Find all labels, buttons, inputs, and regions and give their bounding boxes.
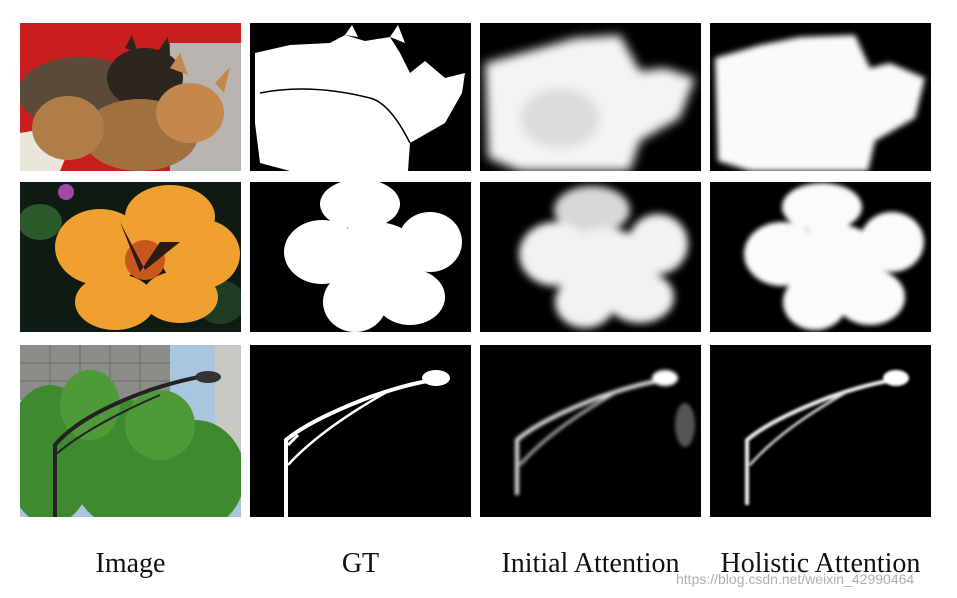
streetlamp-image [20,345,241,517]
streetlamp-holistic-attention [710,345,931,517]
caption-initial-attention: Initial Attention [501,548,680,579]
caption-holistic-attention: Holistic Attention [720,548,921,579]
flower-holistic-attention [710,182,931,332]
cats-initial-attention [480,23,701,171]
cats-holistic-attention [710,23,931,171]
caption-gt: GT [341,548,380,579]
watermark-text: https://blog.csdn.net/weixin_42990464 [676,571,915,587]
caption-image: Image [95,548,166,579]
cats-gt-mask [250,23,471,171]
streetlamp-gt-mask [250,345,471,517]
flower-image [20,182,241,332]
flower-initial-attention [480,182,701,332]
cats-image [20,23,241,171]
streetlamp-initial-attention [480,345,701,517]
flower-gt-mask [250,182,471,332]
